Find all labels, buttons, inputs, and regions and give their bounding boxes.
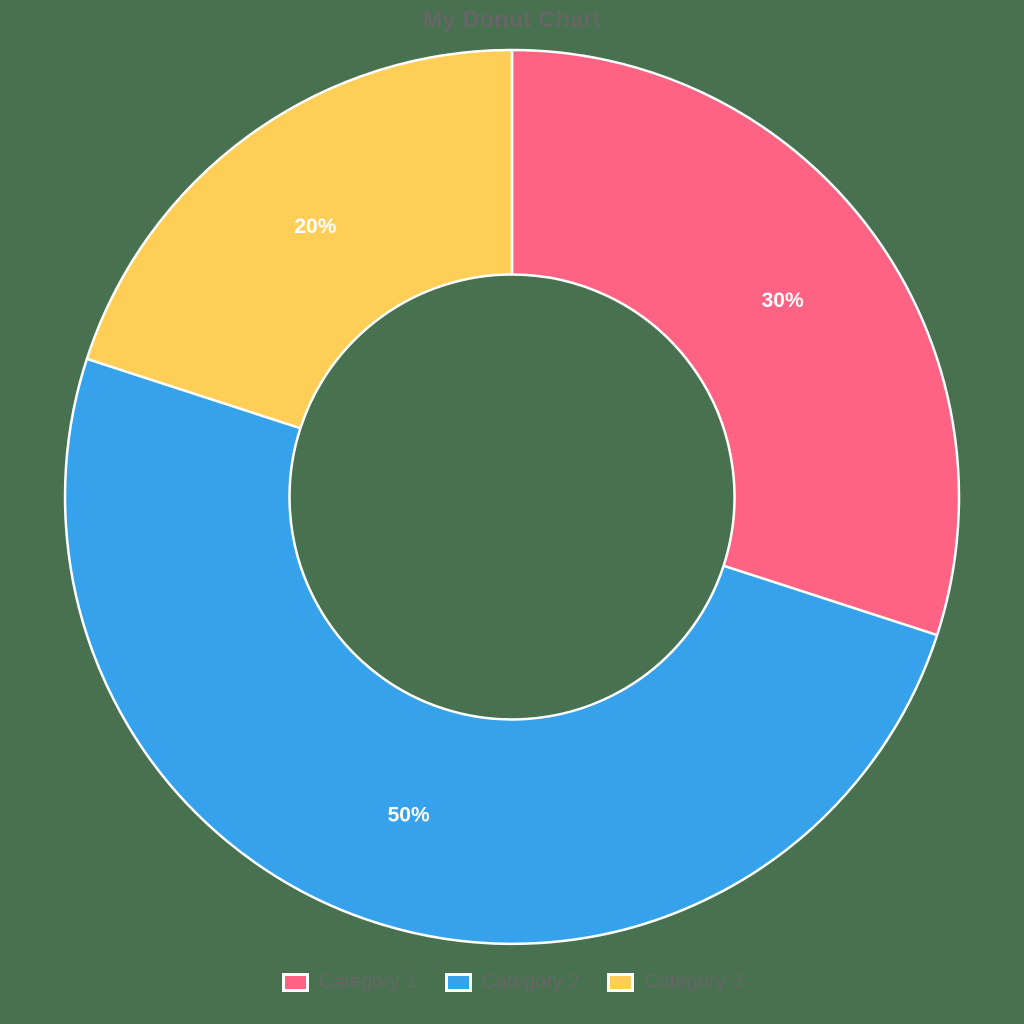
- legend-item-category-3[interactable]: Category 3: [607, 971, 742, 994]
- legend-swatch-category-2: [444, 973, 472, 992]
- segment-percent-label-category-1: 30%: [762, 289, 804, 312]
- donut-segment-category-2[interactable]: [63, 357, 939, 946]
- legend-item-category-2[interactable]: Category 2: [444, 971, 580, 994]
- chart-legend: Category 1 Category 2 Category 3: [0, 971, 1024, 994]
- legend-label-category-3: Category 3: [644, 971, 743, 993]
- legend-swatch-category-3: [607, 973, 635, 992]
- legend-swatch-category-1: [281, 973, 309, 992]
- segment-percent-label-category-2: 50%: [388, 804, 430, 827]
- segment-percent-label-category-3: 20%: [294, 215, 336, 238]
- donut-segment-category-1[interactable]: [510, 48, 961, 637]
- legend-label-category-2: Category 2: [481, 971, 580, 993]
- legend-item-category-1[interactable]: Category 1: [281, 971, 417, 994]
- legend-label-category-1: Category 1: [318, 971, 417, 993]
- donut-segment-category-3[interactable]: [85, 48, 514, 430]
- chart-title: My Donut Chart: [422, 6, 602, 32]
